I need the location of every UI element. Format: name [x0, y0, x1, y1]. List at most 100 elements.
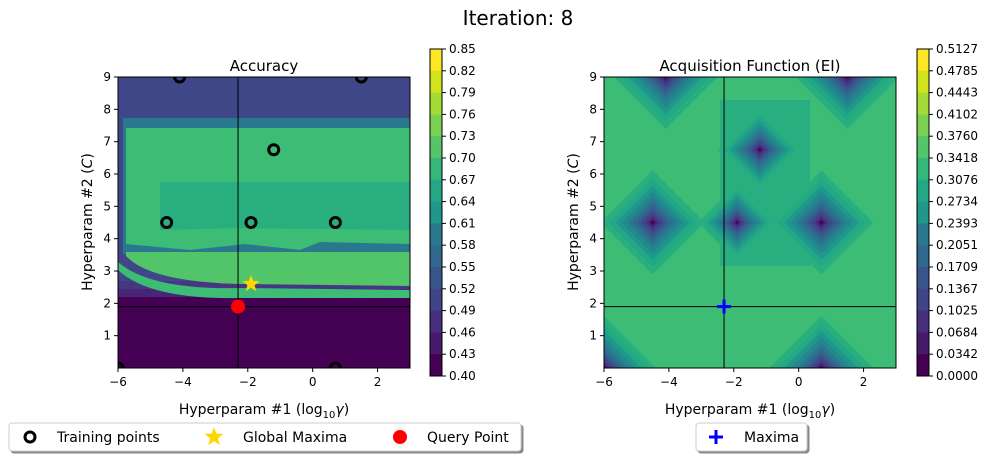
y-tick-label: 8 [589, 102, 597, 116]
colorbar-segment [917, 179, 929, 203]
legend-item-training: Training points [56, 430, 160, 446]
colorbar-tick-label: 0.49 [449, 304, 476, 318]
colorbar-tick-label: 0.3076 [936, 173, 978, 187]
star-icon [204, 427, 224, 446]
training-points [118, 77, 368, 368]
accuracy-heatmap [118, 77, 410, 368]
colorbar-tick-label: 0.58 [449, 238, 476, 252]
colorbar-tick-label: 0.4443 [936, 86, 978, 100]
acquisition-xlabel: Hyperparam #1 (log10γ) [665, 402, 835, 421]
acquisition-ticks: −6 −4 −2 0 2 1 2 3 4 5 6 7 8 9 [589, 70, 867, 389]
colorbar-segment [430, 354, 442, 377]
colorbar-segment [917, 310, 929, 333]
colorbar-segment [917, 245, 929, 268]
colorbar-segment [430, 310, 442, 333]
y-tick-label: 1 [589, 329, 597, 343]
accuracy-ticks: −6 −4 −2 0 2 1 2 3 4 5 6 7 8 9 [103, 70, 381, 389]
colorbar-tick-label: 0.70 [449, 151, 476, 165]
colorbar-segment [430, 92, 442, 115]
colorbar-segment [430, 49, 442, 72]
y-tick-label: 3 [103, 264, 111, 278]
y-tick-label: 9 [103, 70, 111, 84]
x-tick-label: −2 [239, 375, 257, 389]
colorbar-segment [917, 332, 929, 355]
training-point [267, 143, 281, 157]
colorbar-tick-label: 0.40 [449, 369, 476, 383]
colorbar-frame [429, 48, 443, 377]
x-tick-label: −6 [109, 375, 127, 389]
colorbar-tick-label: 0.0684 [936, 325, 978, 339]
colorbar-tick-label: 0.2051 [936, 238, 978, 252]
acquisition-frame [603, 76, 897, 369]
colorbar-tick-label: 0.2393 [936, 216, 978, 230]
acquisition-panel: Acquisition Function (EI) −6 −4 −2 0 2 1 2 3 4 5 6… [566, 42, 978, 421]
training-point [354, 77, 368, 84]
accuracy-frame [117, 76, 411, 369]
colorbar-segment [430, 267, 442, 290]
colorbar-segment [917, 201, 929, 224]
accuracy-region-067 [160, 182, 410, 230]
y-tick-label: 8 [103, 102, 111, 116]
y-tick-label: 5 [589, 199, 597, 213]
colorbar-tick-label: 0.46 [449, 325, 476, 339]
colorbar-tick-label: 0.1709 [936, 260, 978, 274]
colorbar-segment [430, 288, 442, 312]
acquisition-heatmap [604, 77, 896, 368]
acquisition-well-contour [650, 220, 655, 225]
x-tick-label: −4 [174, 375, 192, 389]
colorbar-segment [917, 158, 929, 181]
accuracy-title: Accuracy [230, 57, 299, 75]
acquisition-title: Acquisition Function (EI) [659, 57, 840, 75]
colorbar-tick-label: 0.0000 [936, 369, 978, 383]
y-tick-label: 1 [103, 329, 111, 343]
colorbar-tick-label: 0.67 [449, 173, 476, 187]
colorbar-segment [917, 288, 929, 312]
colorbar-segment [917, 114, 929, 137]
colorbar-segment [917, 267, 929, 290]
colorbar-segment [430, 201, 442, 224]
colorbar-tick-label: 0.79 [449, 86, 476, 100]
colorbar-tick-label: 0.4785 [936, 64, 978, 78]
colorbar-segment [430, 136, 442, 159]
acquisition-well-contour [735, 221, 739, 224]
training-point [244, 216, 258, 229]
colorbar-segment [917, 70, 929, 94]
accuracy-panel: Accuracy −6 −4 −2 0 2 1 2 3 4 5 6 7 8 9 Hyperparam #1… [80, 42, 476, 421]
training-point [328, 361, 342, 368]
y-tick-label: 4 [589, 232, 597, 246]
colorbar-segment [917, 49, 929, 72]
legend-item-maxima: Maxima [744, 430, 799, 446]
y-tick-label: 6 [103, 167, 111, 181]
colorbar-tick-label: 0.3418 [936, 151, 978, 165]
acquisition-ylabel: Hyperparam #2 (C) [566, 153, 582, 291]
x-tick-label: 2 [860, 375, 868, 389]
colorbar-tick-label: 0.2734 [936, 195, 978, 209]
colorbar-tick-label: 0.1367 [936, 282, 978, 296]
dot-icon [393, 430, 407, 444]
colorbar-tick-label: 0.55 [449, 260, 476, 274]
colorbar-tick-label: 0.76 [449, 107, 476, 121]
colorbar-tick-label: 0.61 [449, 216, 476, 230]
x-tick-label: 2 [374, 375, 382, 389]
acquisition-well-contour [758, 148, 762, 152]
x-tick-label: −4 [660, 375, 678, 389]
colorbar-frame [916, 48, 930, 377]
y-tick-label: 5 [103, 199, 111, 213]
colorbar-segment [430, 158, 442, 181]
colorbar-segment [917, 136, 929, 159]
colorbar-tick-label: 0.52 [449, 282, 476, 296]
y-tick-label: 7 [589, 135, 597, 149]
acquisition-wells [604, 77, 896, 368]
colorbar-tick-label: 0.85 [449, 42, 476, 56]
maxima-plus [717, 299, 732, 314]
accuracy-xlabel: Hyperparam #1 (log10γ) [179, 402, 349, 421]
legend-item-global-maxima: Global Maxima [243, 430, 347, 446]
y-tick-label: 2 [103, 296, 111, 310]
colorbar-segment [430, 114, 442, 137]
legend-left: Training points Global Maxima Query Poin… [8, 422, 522, 452]
colorbar-tick-label: 0.5127 [936, 42, 978, 56]
accuracy-ylabel: Hyperparam #2 (C) [80, 153, 96, 291]
legend-item-query-point: Query Point [427, 430, 509, 446]
accuracy-region-073 [126, 252, 410, 286]
colorbar-segment [917, 92, 929, 115]
